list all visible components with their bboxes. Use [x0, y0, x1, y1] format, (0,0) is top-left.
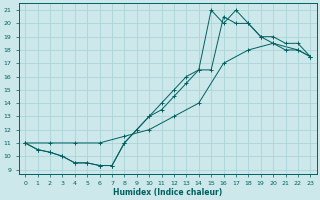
X-axis label: Humidex (Indice chaleur): Humidex (Indice chaleur): [113, 188, 222, 197]
